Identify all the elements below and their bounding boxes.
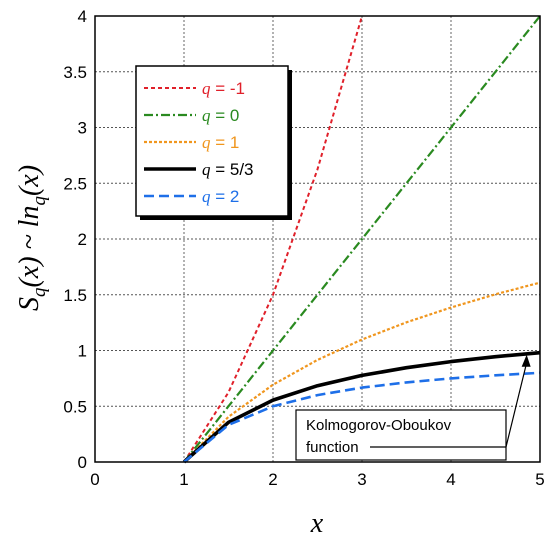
- legend-label: q = 2: [202, 187, 239, 206]
- x-tick-label: 1: [179, 470, 188, 489]
- y-tick-label: 0: [78, 453, 87, 472]
- series-line: [183, 15, 363, 463]
- annotation: Kolmogorov-Oboukov function: [295, 354, 531, 461]
- x-tick-label: 4: [446, 470, 455, 489]
- y-title-sub-q: q: [29, 287, 50, 297]
- y-axis-title: Sq(x) ~ lnq(x): [14, 165, 50, 311]
- x-tick-label: 0: [90, 470, 99, 489]
- x-axis-title: x: [310, 508, 324, 539]
- legend-label: q = -1: [202, 79, 245, 98]
- y-tick-label: 1.5: [63, 286, 87, 305]
- x-tick-label: 5: [535, 470, 544, 489]
- y-tick-label: 1: [78, 342, 87, 361]
- y-title-sub-q2: q: [29, 196, 50, 206]
- series-line: [182, 350, 541, 464]
- y-tick-label: 2: [78, 230, 87, 249]
- legend-label: q = 5/3: [202, 160, 254, 179]
- y-tick-label: 2.5: [63, 174, 87, 193]
- tick-labels: 0 1 2 3 4 5 0 0.5 1 1.5 2 2.5 3 3.5 4: [63, 7, 544, 489]
- y-tick-label: 3: [78, 119, 87, 138]
- legend: q = -1 q = 0 q = 1 q = 5/3 q = 2: [135, 65, 292, 220]
- svg-text:Sq(x) ~ lnq(x): Sq(x) ~ lnq(x): [14, 165, 50, 311]
- y-title-arg: (x) ~ ln: [14, 206, 45, 288]
- legend-label: q = 1: [202, 133, 239, 152]
- legend-label: q = 0: [202, 106, 239, 125]
- y-tick-label: 3.5: [63, 63, 87, 82]
- y-tick-label: 4: [78, 7, 87, 26]
- annotation-leader: [370, 362, 528, 448]
- series-line: [183, 281, 541, 463]
- y-tick-label: 0.5: [63, 397, 87, 416]
- y-title-S: S: [14, 297, 45, 311]
- annotation-box: [295, 409, 507, 461]
- y-title-arg2: (x): [14, 165, 45, 196]
- series-lines: [182, 15, 541, 464]
- series-line: [183, 15, 541, 463]
- x-tick-label: 2: [268, 470, 277, 489]
- annotation-arrowhead: [521, 354, 531, 367]
- annotation-line2: function: [306, 439, 359, 456]
- plot-frame: [94, 15, 541, 463]
- x-tick-label: 3: [357, 470, 366, 489]
- series-line: [183, 371, 541, 463]
- annotation-line1: Kolmogorov-Oboukov: [306, 417, 452, 434]
